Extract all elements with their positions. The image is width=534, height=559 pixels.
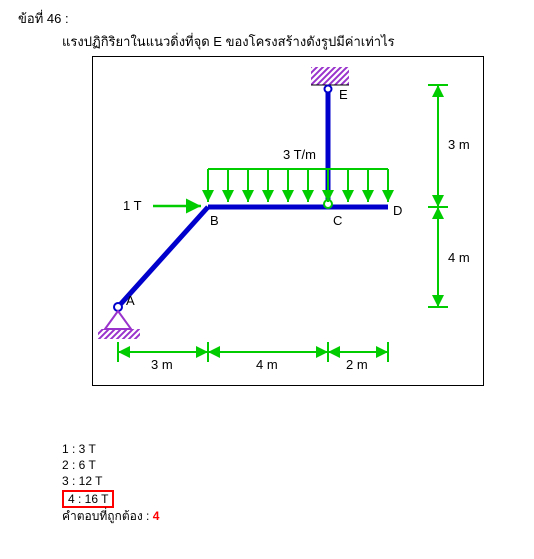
load-1t-label: 1 T — [123, 198, 142, 213]
dim-4m: 4 m — [256, 357, 278, 372]
member-ab — [118, 207, 208, 307]
udl-load — [208, 169, 388, 202]
support-e-hatch — [311, 67, 349, 85]
dim-2m: 2 m — [346, 357, 368, 372]
structural-diagram: 3 T/m 1 T A B C D E 3 m 4 m 2 m 3 m 4 m — [93, 57, 483, 385]
support-a — [98, 311, 140, 339]
label-d: D — [393, 203, 402, 218]
dim-4m-r: 4 m — [448, 250, 470, 265]
answer-block: 1 : 3 T 2 : 6 T 3 : 12 T 4 : 16 T คำตอบท… — [62, 441, 534, 524]
correct-answer-line: คำตอบที่ถูกต้อง : 4 — [62, 508, 534, 524]
label-e: E — [339, 87, 348, 102]
dim-3m-a: 3 m — [151, 357, 173, 372]
question-number: ข้อที่ 46 : — [0, 0, 534, 29]
correct-value: 4 — [153, 509, 160, 523]
udl-label: 3 T/m — [283, 147, 316, 162]
question-text: แรงปฏิกิริยาในแนวดิ่งที่จุด E ของโครงสร้… — [0, 29, 534, 56]
answer-option-3: 3 : 12 T — [62, 473, 534, 489]
correct-label: คำตอบที่ถูกต้อง : — [62, 509, 153, 523]
label-b: B — [210, 213, 219, 228]
answer-option-4: 4 : 16 T — [62, 490, 114, 508]
label-a: A — [126, 293, 135, 308]
hinge-e — [325, 86, 332, 93]
dim-3m-r: 3 m — [448, 137, 470, 152]
answer-option-1: 1 : 3 T — [62, 441, 534, 457]
answer-option-2: 2 : 6 T — [62, 457, 534, 473]
label-c: C — [333, 213, 342, 228]
figure-container: 3 T/m 1 T A B C D E 3 m 4 m 2 m 3 m 4 m — [92, 56, 484, 386]
dim-right — [428, 85, 448, 307]
